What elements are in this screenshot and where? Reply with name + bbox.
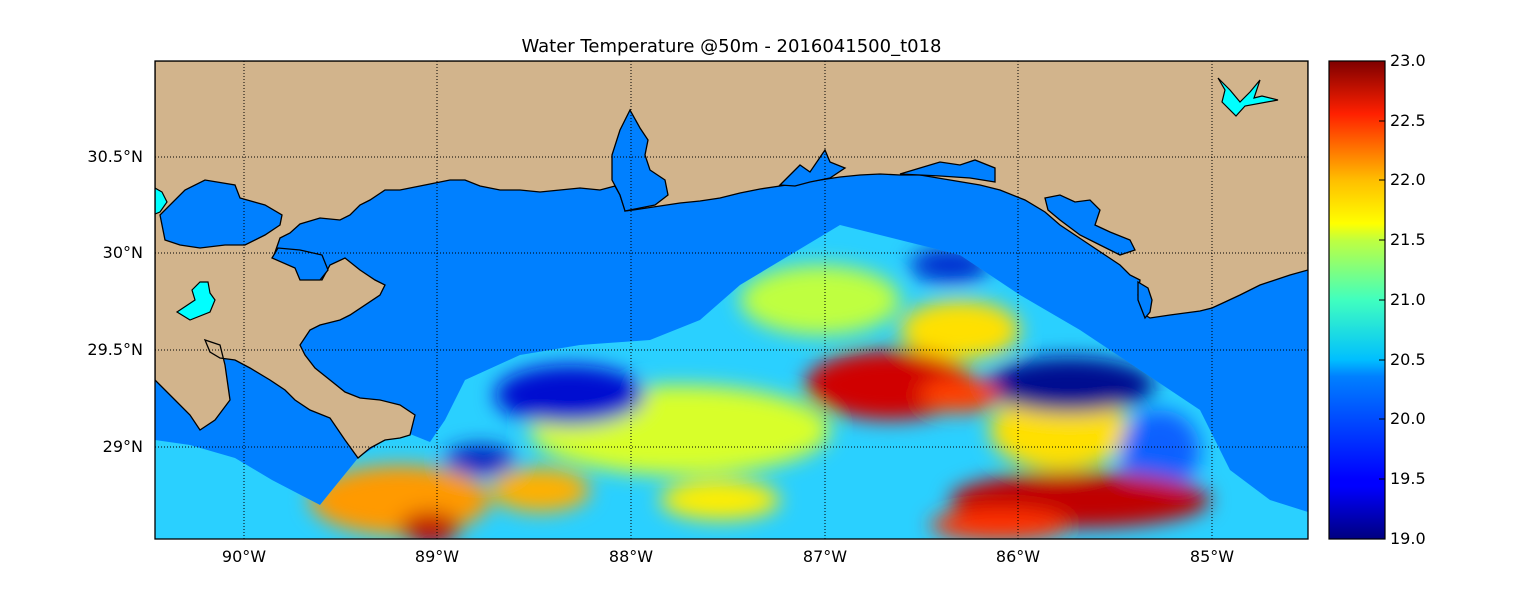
colorbar-label-21-5: 21.5 [1390, 230, 1426, 249]
inland-lake-west [175, 281, 216, 321]
colorbar-label-23-0: 23.0 [1390, 51, 1426, 70]
map-frame [154, 60, 1309, 540]
cool-patch-east [1120, 410, 1200, 490]
lat-label-30-5: 30.5°N [87, 147, 143, 166]
lon-label-89w: 89°W [414, 547, 460, 566]
warm-filament [900, 300, 1020, 360]
cold-band-east [985, 357, 1155, 413]
cold-spot-sw [445, 445, 515, 475]
lat-label-29-5: 29.5°N [87, 340, 143, 359]
hot-band-south2 [930, 509, 1070, 539]
cape-san-blas [1137, 280, 1153, 320]
lon-label-85w: 85°W [1189, 547, 1235, 566]
colorbar-label-22-5: 22.5 [1390, 111, 1426, 130]
pensacola-bay [778, 148, 847, 187]
lat-label-29: 29°N [102, 437, 143, 456]
colorbar-label-20-5: 20.5 [1390, 350, 1426, 369]
land [155, 61, 1308, 459]
hot-core-east [920, 377, 1000, 413]
lake-pontchartrain [159, 179, 283, 249]
colorbar-label-19-0: 19.0 [1390, 529, 1426, 548]
warm-patch-s2 [660, 480, 780, 520]
colorbar-ticks [1379, 60, 1385, 480]
colorbar-label-22-0: 22.0 [1390, 170, 1426, 189]
warm-band-north [740, 265, 900, 335]
cold-eddy-west [495, 365, 645, 425]
inland-lake-northeast [1217, 77, 1279, 117]
colorbar-label-21-0: 21.0 [1390, 290, 1426, 309]
lon-label-90w: 90°W [221, 547, 267, 566]
coastline-mainland [155, 61, 1308, 459]
lake-borgne [271, 247, 329, 281]
lon-label-88w: 88°W [608, 547, 654, 566]
lat-label-30: 30°N [102, 243, 143, 262]
colorbar-label-19-5: 19.5 [1390, 469, 1426, 488]
map-title: Water Temperature @50m - 2016041500_t018 [521, 36, 942, 57]
mobile-bay [611, 108, 669, 212]
lon-label-87w: 87°W [802, 547, 848, 566]
hot-spot-sw [400, 512, 460, 539]
st-andrew-bay [1044, 194, 1136, 256]
warm-patch-s [490, 468, 590, 512]
colorbar-label-20-0: 20.0 [1390, 409, 1426, 428]
lon-label-86w: 86°W [995, 547, 1041, 566]
inland-lake-edge [155, 187, 168, 215]
gridlines [155, 61, 1308, 539]
choctawhatchee-bay [899, 159, 996, 183]
colorbar [1328, 60, 1386, 540]
